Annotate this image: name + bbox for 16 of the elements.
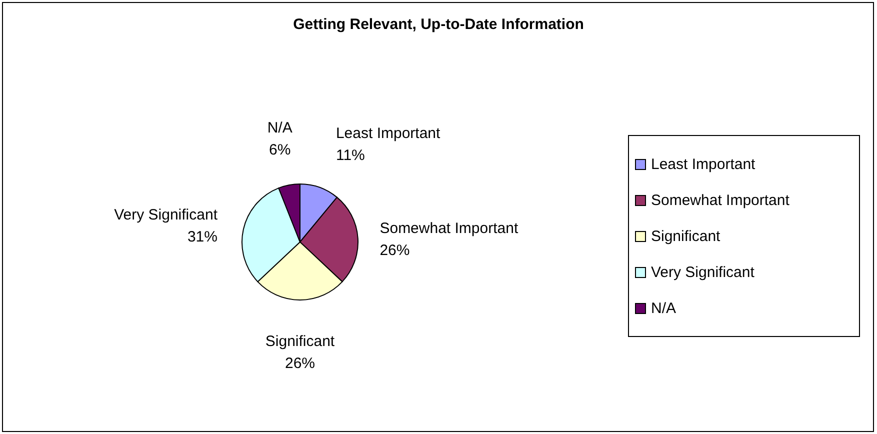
legend-label: Least Important xyxy=(651,156,756,172)
data-label: 26% xyxy=(380,242,410,259)
legend-label: Significant xyxy=(651,228,720,244)
legend-label: N/A xyxy=(651,300,676,316)
slice-label: Very Significant xyxy=(114,206,218,224)
data-label: 26% xyxy=(284,355,316,372)
data-label: 31% xyxy=(187,228,218,246)
slice-label: Somewhat Important xyxy=(380,220,519,237)
slice-label: N/A xyxy=(267,119,292,136)
legend-label: Somewhat Important xyxy=(651,192,790,208)
data-label: 11% xyxy=(336,147,365,164)
chart-title: Getting Relevant, Up-to-Date Information xyxy=(292,16,585,33)
slice-label: Least Important xyxy=(336,125,442,142)
data-label: 6% xyxy=(269,141,291,158)
slice-label: Significant xyxy=(265,333,336,350)
legend-label: Very Significant xyxy=(651,264,754,280)
